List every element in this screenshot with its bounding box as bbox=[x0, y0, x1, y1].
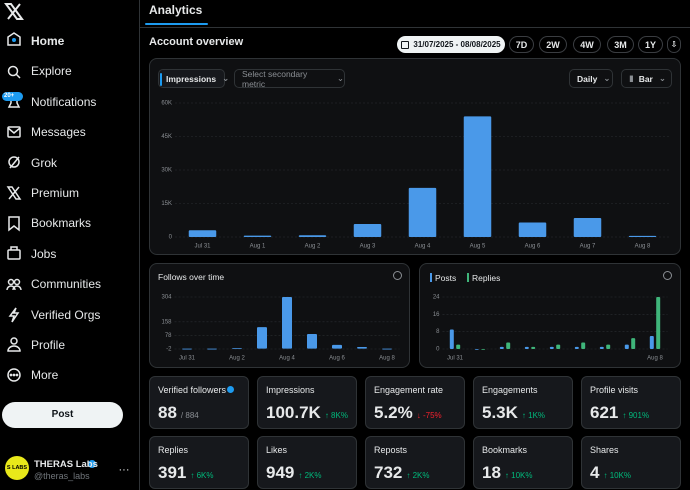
legend-swatch bbox=[430, 273, 432, 282]
card-sub: / 884 bbox=[180, 411, 199, 420]
sidebar-icons: ··· bbox=[2, 0, 140, 490]
chart-kind-dropdown[interactable]: ▮ Bar ⌄ bbox=[621, 69, 672, 88]
card-change: ↑ 8K% bbox=[324, 411, 348, 420]
card-label: Bookmarks bbox=[482, 445, 528, 455]
secondary-dropdown[interactable]: Select secondary metric ⌄ bbox=[234, 68, 345, 89]
card-label: Verified followers bbox=[158, 385, 227, 395]
tab-analytics[interactable]: Analytics bbox=[149, 3, 203, 17]
secondary-label: Select secondary metric bbox=[242, 68, 308, 89]
verified-badge bbox=[88, 460, 96, 468]
nav-item[interactable]: Premium bbox=[31, 186, 80, 200]
chart-kind-label: Bar bbox=[638, 73, 653, 84]
card-change: ↑ 6K% bbox=[190, 471, 214, 480]
card-value: 391 ↑ 6K% bbox=[158, 463, 214, 482]
post-button[interactable]: Post bbox=[51, 409, 74, 420]
stat-card: Profile visits 621 ↑ 901% bbox=[581, 376, 681, 429]
stat-card: Engagements 5.3K ↑ 1K% bbox=[473, 376, 573, 429]
card-value: 5.2% ↓ -75% bbox=[374, 403, 442, 422]
stat-card: Engagement rate 5.2% ↓ -75% bbox=[365, 376, 465, 429]
metric-accent bbox=[160, 73, 162, 86]
range-button[interactable]: 3M bbox=[607, 36, 634, 53]
stat-card: Likes 949 ↑ 2K% bbox=[257, 436, 357, 489]
avatar[interactable] bbox=[5, 456, 29, 480]
badge-bg bbox=[2, 92, 23, 101]
calendar-icon bbox=[401, 40, 410, 49]
nav-icons bbox=[6, 32, 22, 382]
card-value: 732 ↑ 2K% bbox=[374, 463, 430, 482]
header-divider bbox=[140, 27, 690, 28]
card-label: Profile visits bbox=[590, 385, 639, 395]
stat-card: Impressions 100.7K ↑ 8K% bbox=[257, 376, 357, 429]
metric-dropdown[interactable]: Impressions ⌄ bbox=[158, 69, 229, 88]
range-button[interactable]: 1Y bbox=[638, 36, 663, 53]
info-icon[interactable] bbox=[393, 271, 402, 280]
card-change: ↑ 2K% bbox=[406, 471, 430, 480]
card-change: ↑ 1K% bbox=[521, 411, 546, 420]
card-label: Impressions bbox=[266, 385, 315, 395]
nav-item[interactable]: Home bbox=[31, 34, 65, 48]
stat-card: Shares 4 ↑ 10K% bbox=[581, 436, 681, 489]
card-value: 4 ↑ 10K% bbox=[590, 463, 632, 482]
nav-item[interactable]: Notifications bbox=[31, 94, 97, 109]
interval-dropdown[interactable]: Daily ⌄ bbox=[569, 69, 613, 88]
card-change: ↓ -75% bbox=[416, 411, 442, 420]
nav-item[interactable]: Bookmarks bbox=[31, 216, 92, 231]
posts-panel bbox=[419, 263, 681, 368]
nav-item[interactable]: Verified Orgs bbox=[31, 307, 101, 322]
nav-item[interactable]: More bbox=[31, 368, 59, 383]
account-name[interactable]: THERAS Labs bbox=[34, 459, 98, 470]
metric-label: Impressions bbox=[166, 73, 217, 84]
card-label: Likes bbox=[266, 445, 288, 455]
card-change: ↑ 10K% bbox=[603, 471, 632, 480]
tab-indicator bbox=[145, 23, 208, 25]
card-label: Reposts bbox=[374, 445, 408, 455]
legend-swatch bbox=[467, 273, 469, 282]
account-handle: @theras_labs bbox=[34, 471, 90, 481]
range-button[interactable]: 7D bbox=[509, 36, 534, 53]
date-range-text: 31/07/2025 - 08/08/2025 bbox=[413, 40, 501, 49]
stat-card: Bookmarks 18 ↑ 10K% bbox=[473, 436, 573, 489]
card-change: ↑ 2K% bbox=[298, 471, 322, 480]
avatar-text: S LABS bbox=[6, 465, 28, 471]
card-value: 5.3K ↑ 1K% bbox=[482, 403, 546, 422]
info-icon[interactable] bbox=[663, 271, 672, 280]
date-range[interactable]: 31/07/2025 - 08/08/2025 bbox=[397, 36, 505, 53]
follows-title: Follows over time bbox=[158, 272, 225, 282]
follows-panel bbox=[149, 263, 410, 368]
range-button[interactable]: 2W bbox=[539, 36, 567, 53]
range-button[interactable]: 4W bbox=[573, 36, 601, 53]
legend-label: Replies bbox=[472, 273, 501, 283]
post-button-bg[interactable] bbox=[2, 402, 123, 428]
card-change: ↑ 901% bbox=[622, 411, 650, 420]
card-label: Engagements bbox=[482, 385, 538, 395]
card-value: 100.7K ↑ 8K% bbox=[266, 403, 348, 422]
verified-icon bbox=[227, 386, 234, 393]
interval-label: Daily bbox=[577, 73, 598, 84]
card-value: 88/ 884 bbox=[158, 403, 199, 422]
card-label: Engagement rate bbox=[374, 385, 444, 395]
account-menu[interactable]: ··· bbox=[119, 464, 130, 476]
section-title: Account overview bbox=[149, 36, 244, 48]
nav-item[interactable]: Communities bbox=[31, 277, 102, 292]
card-label: Replies bbox=[158, 445, 189, 455]
nav-item[interactable]: Explore bbox=[31, 64, 72, 79]
x-logo[interactable] bbox=[4, 2, 24, 20]
stat-card: Reposts 732 ↑ 2K% bbox=[365, 436, 465, 489]
legend-label: Posts bbox=[435, 273, 457, 283]
nav-item[interactable]: Profile bbox=[31, 338, 66, 352]
card-value: 18 ↑ 10K% bbox=[482, 463, 533, 482]
badge: 20+ bbox=[4, 93, 15, 99]
download-button[interactable]: ⇩ bbox=[667, 36, 681, 53]
card-value: 621 ↑ 901% bbox=[590, 403, 650, 422]
card-label: Shares bbox=[590, 445, 619, 455]
card-change: ↑ 10K% bbox=[504, 471, 533, 480]
stat-card: Replies 391 ↑ 6K% bbox=[149, 436, 249, 489]
card-value: 949 ↑ 2K% bbox=[266, 463, 322, 482]
home-dot bbox=[12, 38, 16, 42]
nav-item[interactable]: Grok bbox=[31, 155, 58, 170]
stat-card: Verified followers 88/ 884 bbox=[149, 376, 249, 429]
nav-item[interactable]: Jobs bbox=[31, 246, 57, 261]
nav-item[interactable]: Messages bbox=[31, 125, 86, 140]
